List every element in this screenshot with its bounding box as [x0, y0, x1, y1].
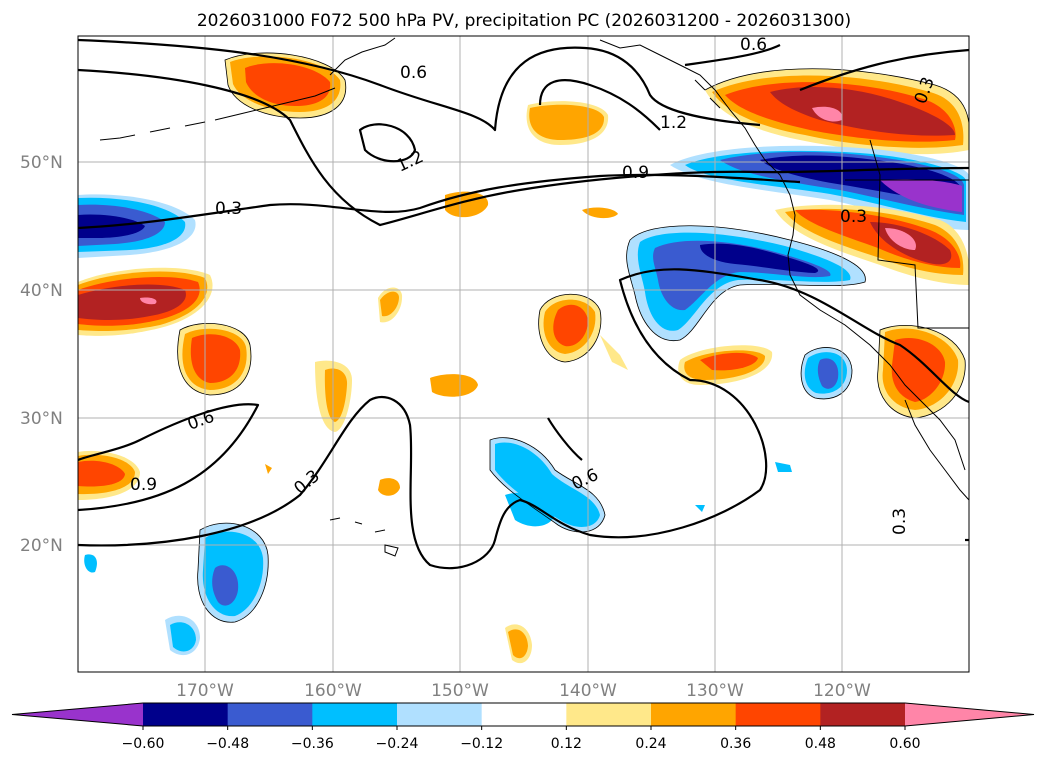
- colorbar-bin: [735, 703, 821, 726]
- colorbar-tick-label: 0.24: [635, 736, 666, 752]
- gridlines: [78, 36, 969, 672]
- colorbar-tick-label: −0.24: [376, 736, 419, 752]
- colorbar-bin: [566, 703, 652, 726]
- coastlines: [99, 37, 969, 557]
- colorbar-extend-max: [905, 703, 1034, 726]
- colorbar-tick-label: 0.36: [720, 736, 751, 752]
- colorbar-bin: [143, 703, 229, 726]
- colorbar-tick-label: 0.60: [889, 736, 920, 752]
- colorbar-tick-label: 0.12: [551, 736, 582, 752]
- colorbar-tick-label: −0.48: [206, 736, 249, 752]
- svg-text:20°N: 20°N: [20, 536, 63, 556]
- svg-text:50°N: 50°N: [20, 153, 63, 173]
- svg-text:140°W: 140°W: [559, 681, 617, 701]
- colorbar-bin: [397, 703, 483, 726]
- colorbar-bin: [481, 703, 567, 726]
- map-title: 2026031000 F072 500 hPa PV, precipitatio…: [197, 11, 851, 31]
- map-panel: 0.6 0.6 1.2 1.2 0.9 0.3 0.3 0.6 0.3 0.9 …: [77, 35, 970, 673]
- svg-text:1.2: 1.2: [660, 113, 687, 133]
- colorbar-bin: [312, 703, 398, 726]
- colorbar: −0.60 −0.48 −0.36 −0.24 −0.12 0.12 0.24 0.36 0.4…: [11, 702, 1035, 752]
- colorbar-tick-label: 0.48: [805, 736, 836, 752]
- colorbar-tick-label: −0.60: [122, 736, 165, 752]
- svg-text:130°W: 130°W: [686, 681, 744, 701]
- pv-contours: [78, 38, 969, 570]
- longitude-labels: 170°W 160°W 150°W 140°W 130°W 120°W: [176, 681, 871, 701]
- colorbar-bin: [227, 703, 313, 726]
- svg-text:0.9: 0.9: [622, 163, 649, 183]
- colorbar-tick-label: −0.36: [291, 736, 334, 752]
- svg-text:30°N: 30°N: [20, 409, 63, 429]
- svg-text:40°N: 40°N: [20, 281, 63, 301]
- svg-text:0.9: 0.9: [130, 475, 157, 495]
- svg-text:120°W: 120°W: [813, 681, 871, 701]
- colorbar-extend-min: [12, 703, 143, 726]
- svg-text:150°W: 150°W: [431, 681, 489, 701]
- svg-text:160°W: 160°W: [304, 681, 362, 701]
- svg-text:0.6: 0.6: [740, 35, 767, 55]
- colorbar-bin: [820, 703, 906, 726]
- colorbar-bin: [651, 703, 737, 726]
- latitude-labels: 50°N 40°N 30°N 20°N: [20, 153, 63, 556]
- colorbar-tick-label: −0.12: [460, 736, 503, 752]
- svg-text:170°W: 170°W: [176, 681, 234, 701]
- svg-text:0.3: 0.3: [890, 508, 910, 535]
- svg-text:0.3: 0.3: [840, 207, 867, 227]
- svg-text:0.6: 0.6: [400, 63, 427, 83]
- svg-text:0.3: 0.3: [215, 199, 242, 219]
